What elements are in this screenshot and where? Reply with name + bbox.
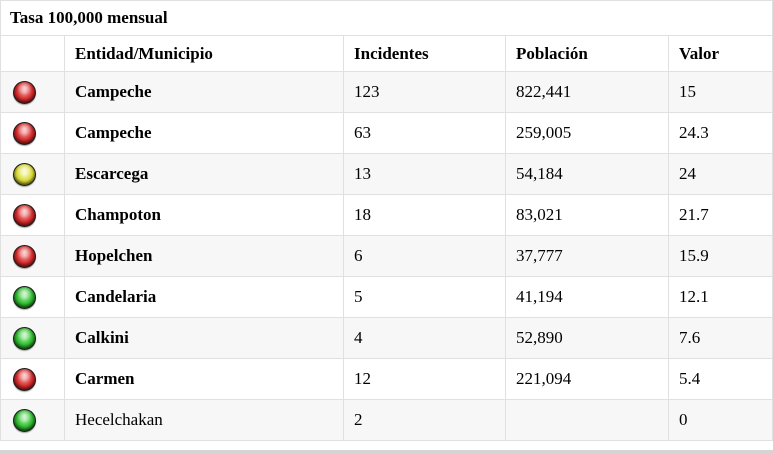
entidad-cell: Candelaria [64, 276, 344, 318]
valor-cell: 15 [667, 71, 773, 113]
poblacion-cell: 54,184 [505, 153, 669, 195]
valor-cell: 15.9 [667, 235, 773, 277]
table-row: Carmen 12 221,094 5.4 [0, 358, 773, 400]
entidad-cell: Campeche [64, 112, 344, 154]
poblacion-cell: 37,777 [505, 235, 669, 277]
valor-cell: 5.4 [667, 358, 773, 400]
table-title: Tasa 100,000 mensual [0, 0, 773, 36]
incidentes-cell: 12 [343, 358, 506, 400]
entidad-cell: Calkini [64, 317, 344, 359]
entidad-cell: Champoton [64, 194, 344, 236]
incidentes-cell: 123 [343, 71, 506, 113]
incidentes-cell: 18 [343, 194, 506, 236]
status-cell [0, 358, 65, 400]
valor-cell: 7.6 [667, 317, 773, 359]
status-cell [0, 317, 65, 359]
column-header-valor: Valor [667, 35, 773, 72]
entidad-cell: Campeche [64, 71, 344, 113]
table-row: Champoton 18 83,021 21.7 [0, 194, 773, 236]
column-header-entidad-municipio: Entidad/Municipio [64, 35, 344, 72]
column-header-poblacion: Población [505, 35, 669, 72]
status-red-icon [13, 121, 36, 145]
valor-cell: 12.1 [667, 276, 773, 318]
valor-cell: 0 [667, 399, 773, 441]
poblacion-cell: 83,021 [505, 194, 669, 236]
status-cell [0, 235, 65, 277]
poblacion-cell: 259,005 [505, 112, 669, 154]
valor-cell: 21.7 [667, 194, 773, 236]
column-header-incidentes: Incidentes [343, 35, 506, 72]
table-row: Campeche 63 259,005 24.3 [0, 112, 773, 154]
status-green-icon [13, 285, 36, 309]
table-row: Candelaria 5 41,194 12.1 [0, 276, 773, 318]
entidad-cell: Carmen [64, 358, 344, 400]
entidad-cell: Hecelchakan [64, 399, 344, 441]
header-row: Entidad/Municipio Incidentes Población Valo… [0, 35, 773, 72]
status-cell [0, 112, 65, 154]
status-cell [0, 71, 65, 113]
status-cell [0, 276, 65, 318]
entidad-cell: Hopelchen [64, 235, 344, 277]
incidentes-cell: 63 [343, 112, 506, 154]
status-cell [0, 153, 65, 195]
table-row: Calkini 4 52,890 7.6 [0, 317, 773, 359]
incidentes-cell: 6 [343, 235, 506, 277]
tasa-table: Tasa 100,000 mensual Entidad/Municipio In… [0, 0, 773, 441]
status-cell [0, 194, 65, 236]
status-green-icon [13, 408, 36, 432]
incidentes-cell: 2 [343, 399, 506, 441]
status-green-icon [13, 326, 36, 350]
poblacion-cell: 52,890 [505, 317, 669, 359]
poblacion-cell: 221,094 [505, 358, 669, 400]
poblacion-cell: 822,441 [505, 71, 669, 113]
entidad-cell: Escarcega [64, 153, 344, 195]
status-red-icon [13, 244, 36, 268]
poblacion-cell: 41,194 [505, 276, 669, 318]
incidentes-cell: 13 [343, 153, 506, 195]
table-row: Escarcega 13 54,184 24 [0, 153, 773, 195]
valor-cell: 24 [667, 153, 773, 195]
table-row: Campeche 123 822,441 15 [0, 71, 773, 113]
table-row: Hecelchakan 2 0 [0, 399, 773, 441]
incidentes-cell: 4 [343, 317, 506, 359]
status-cell [0, 399, 65, 441]
valor-cell: 24.3 [667, 112, 773, 154]
status-red-icon [13, 203, 36, 227]
incidentes-cell: 5 [343, 276, 506, 318]
bottom-bar [0, 450, 773, 454]
column-header-icon [0, 35, 65, 72]
status-red-icon [13, 367, 36, 391]
poblacion-cell [505, 399, 669, 441]
table-row: Hopelchen 6 37,777 15.9 [0, 235, 773, 277]
title-row: Tasa 100,000 mensual [0, 0, 773, 36]
status-red-icon [13, 80, 36, 104]
status-yellow-icon [13, 162, 36, 186]
